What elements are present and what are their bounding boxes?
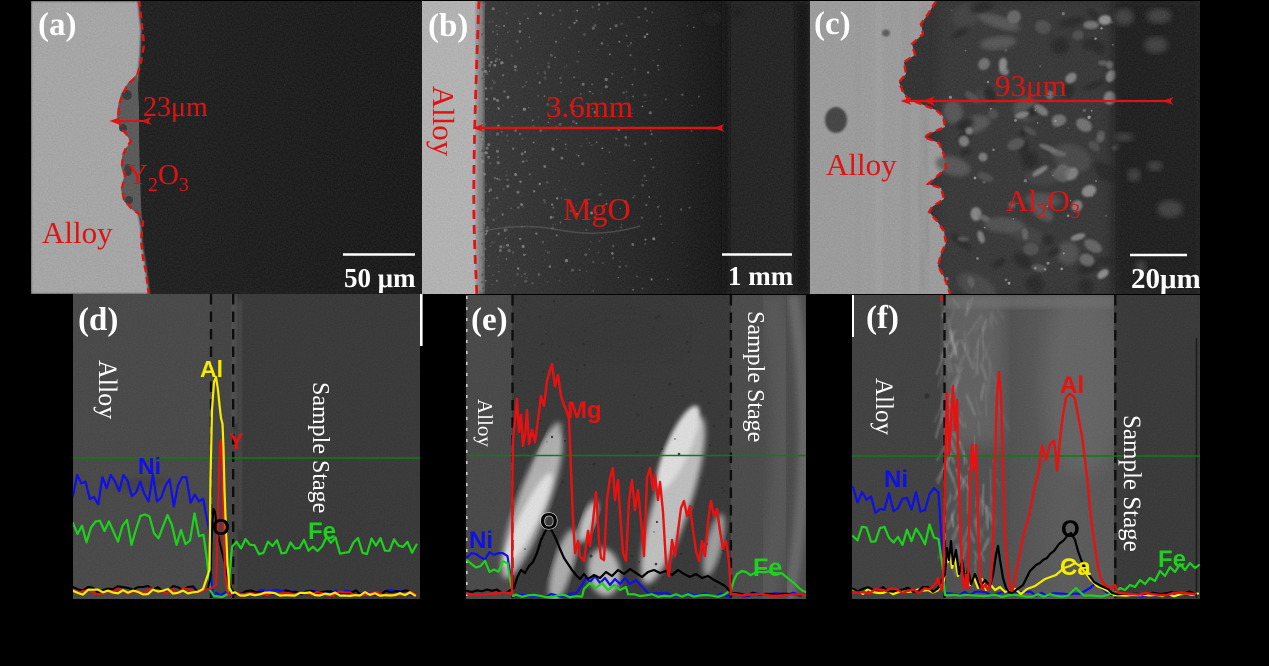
svg-text:Al: Al: [1060, 372, 1084, 399]
svg-text:Fe: Fe: [308, 518, 336, 545]
svg-text:Alloy: Alloy: [826, 147, 897, 182]
svg-text:Ca: Ca: [1060, 554, 1091, 581]
svg-text:Alloy: Alloy: [473, 399, 497, 447]
svg-text:93μm: 93μm: [995, 68, 1067, 103]
svg-text:Mg: Mg: [567, 397, 602, 424]
svg-text:Alloy: Alloy: [93, 360, 122, 419]
svg-text:Alloy: Alloy: [870, 378, 897, 435]
svg-text:(f): (f): [866, 300, 899, 336]
svg-text:Sample Stage: Sample Stage: [742, 311, 768, 442]
svg-text:23μm: 23μm: [143, 92, 208, 123]
svg-text:(d): (d): [78, 302, 118, 338]
svg-text:50 μm: 50 μm: [344, 263, 416, 293]
svg-text:1 mm: 1 mm: [728, 261, 794, 291]
svg-text:O: O: [540, 508, 558, 534]
svg-text:Fe: Fe: [753, 554, 782, 582]
svg-text:Sample Stage: Sample Stage: [307, 382, 333, 513]
svg-text:Ni: Ni: [138, 453, 161, 479]
svg-text:Ni: Ni: [884, 466, 908, 493]
svg-text:3.6mm: 3.6mm: [546, 89, 633, 124]
svg-text:20μm: 20μm: [1131, 263, 1201, 295]
svg-text:(b): (b): [428, 8, 468, 44]
svg-text:Fe: Fe: [1158, 546, 1186, 573]
svg-text:Al: Al: [200, 356, 223, 382]
svg-text:O: O: [212, 514, 230, 540]
svg-text:(c): (c): [814, 6, 851, 42]
svg-text:(e): (e): [471, 302, 508, 338]
svg-text:Sample Stage: Sample Stage: [1118, 415, 1145, 552]
svg-text:O: O: [1061, 516, 1080, 543]
svg-text:Ni: Ni: [469, 527, 493, 554]
svg-text:(a): (a): [38, 7, 76, 43]
svg-text:MgO: MgO: [563, 191, 631, 227]
svg-text:Alloy: Alloy: [42, 215, 113, 250]
svg-text:Alloy: Alloy: [426, 86, 461, 157]
svg-text:Y: Y: [229, 429, 244, 454]
